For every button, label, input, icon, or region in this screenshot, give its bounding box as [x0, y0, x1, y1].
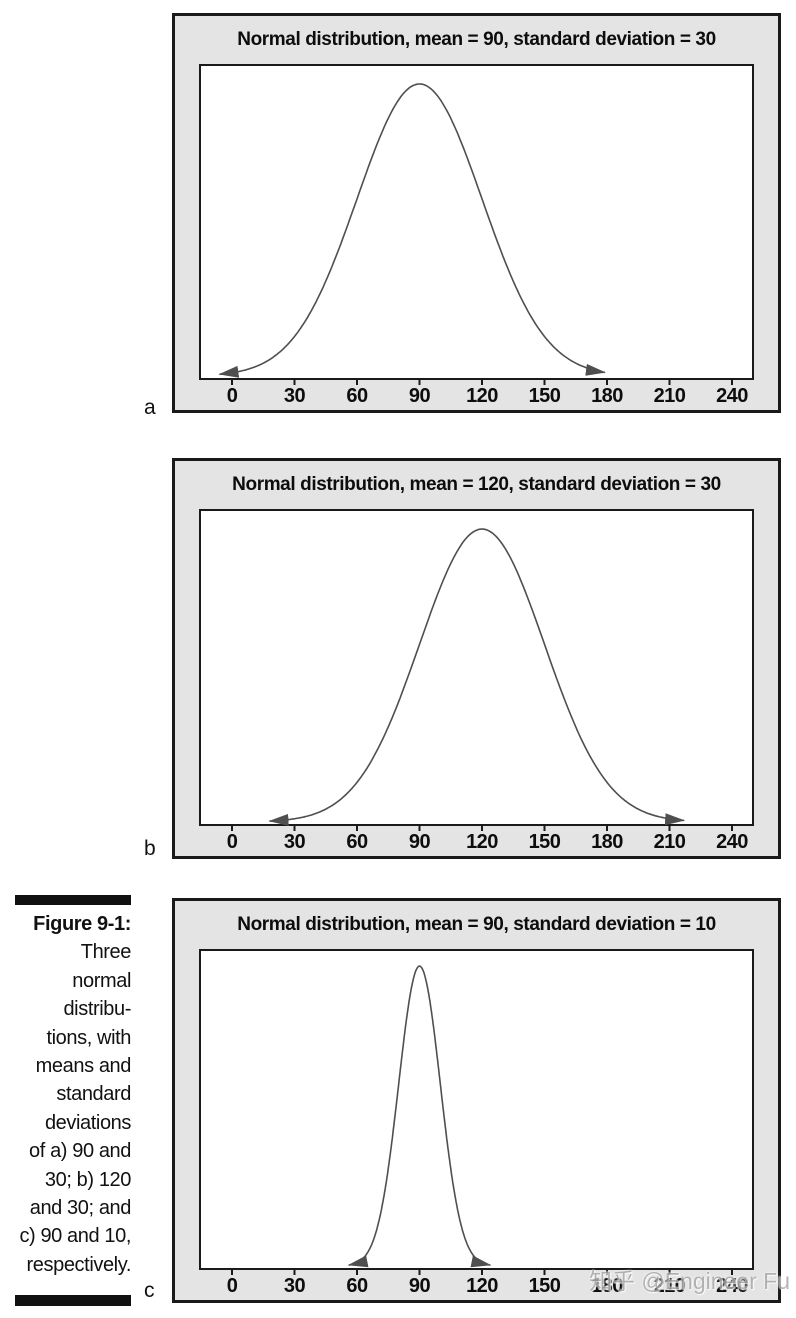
x-tick-label: 0 [227, 831, 238, 853]
caption-line: c) 90 and 10, [19, 1225, 131, 1248]
x-tick-label: 90 [409, 831, 431, 853]
x-tick-label: 60 [346, 831, 368, 853]
x-axis-labels: 0 30 60 90 120 150 180 210 240 [227, 831, 749, 853]
x-tick-label: 180 [591, 1275, 623, 1297]
panel-label-b: b [144, 837, 156, 860]
caption-line: Three [80, 941, 132, 964]
normal-curve [268, 528, 686, 826]
x-tick-label: 150 [529, 831, 561, 853]
plot-area [199, 509, 754, 826]
x-tick-label: 60 [346, 385, 368, 407]
x-tick-label: 240 [716, 385, 748, 407]
normal-curve-plot-c: 0 30 60 90 120 150 180 210 240 [199, 949, 754, 1297]
caption-line: standard [56, 1083, 131, 1106]
caption-line: 30; b) 120 [44, 1168, 131, 1191]
x-axis-ticks [231, 1269, 733, 1275]
watermark: 知乎 @Engineer Fu [588, 1268, 790, 1294]
chart-title-b: Normal distribution, mean = 120, standar… [232, 474, 721, 495]
figure-caption: Figure 9-1: Three normal distribu- tions… [8, 895, 131, 1307]
caption-rule-bottom [15, 1295, 131, 1307]
panel-label-c: c [144, 1279, 155, 1302]
plot-area [199, 64, 754, 380]
chart-panel-a: Normal distribution, mean = 90, standard… [172, 13, 781, 413]
caption-line: distribu- [63, 998, 131, 1021]
caption-line: normal [72, 969, 131, 992]
chart-panel-c: Normal distribution, mean = 90, standard… [172, 898, 781, 1303]
x-tick-label: 210 [654, 1275, 686, 1297]
normal-curve [218, 83, 606, 378]
caption-line: respectively. [26, 1253, 132, 1276]
x-tick-label: 30 [284, 385, 306, 407]
x-tick-label: 210 [654, 831, 686, 853]
x-tick-label: 240 [716, 1275, 748, 1297]
x-tick-label: 90 [409, 385, 431, 407]
x-tick-label: 210 [654, 385, 686, 407]
caption-line: means and [35, 1055, 132, 1078]
x-tick-label: 30 [284, 831, 306, 853]
caption-rule-top [15, 895, 131, 905]
chart-panel-b: Normal distribution, mean = 120, standar… [172, 458, 781, 859]
x-tick-label: 120 [466, 1275, 498, 1297]
x-tick-label: 120 [466, 831, 498, 853]
chart-title-c: Normal distribution, mean = 90, standard… [237, 914, 716, 935]
caption-line: tions, with [46, 1026, 131, 1049]
caption-text-block: Figure 9-1: Three normal distribu- tions… [8, 910, 131, 1279]
x-tick-label: 90 [409, 1275, 431, 1297]
x-tick-label: 60 [346, 1275, 368, 1297]
x-tick-label: 0 [227, 1275, 238, 1297]
x-tick-label: 180 [591, 831, 623, 853]
normal-curve [347, 965, 492, 1268]
x-axis-labels: 0 30 60 90 120 150 180 210 240 [227, 385, 749, 407]
x-tick-label: 240 [716, 831, 748, 853]
x-tick-label: 0 [227, 385, 238, 407]
x-tick-label: 30 [284, 1275, 306, 1297]
caption-line: of a) 90 and [29, 1140, 131, 1163]
caption-line: and 30; and [29, 1197, 132, 1220]
x-axis-labels: 0 30 60 90 120 150 180 210 240 [227, 1275, 749, 1297]
chart-title-a: Normal distribution, mean = 90, standard… [237, 29, 716, 50]
x-tick-label: 120 [466, 385, 498, 407]
figure-number: Figure 9-1: [33, 913, 131, 935]
x-tick-label: 150 [529, 1275, 561, 1297]
caption-line: deviations [44, 1111, 131, 1134]
x-axis-ticks [231, 825, 733, 831]
x-axis-ticks [231, 379, 733, 385]
normal-curve-plot-a: 0 30 60 90 120 150 180 210 240 [199, 64, 754, 407]
normal-curve-plot-b: 0 30 60 90 120 150 180 210 240 [199, 509, 754, 853]
x-tick-label: 180 [591, 385, 623, 407]
plot-area [199, 949, 754, 1270]
x-tick-label: 150 [529, 385, 561, 407]
panel-label-a: a [144, 396, 156, 419]
